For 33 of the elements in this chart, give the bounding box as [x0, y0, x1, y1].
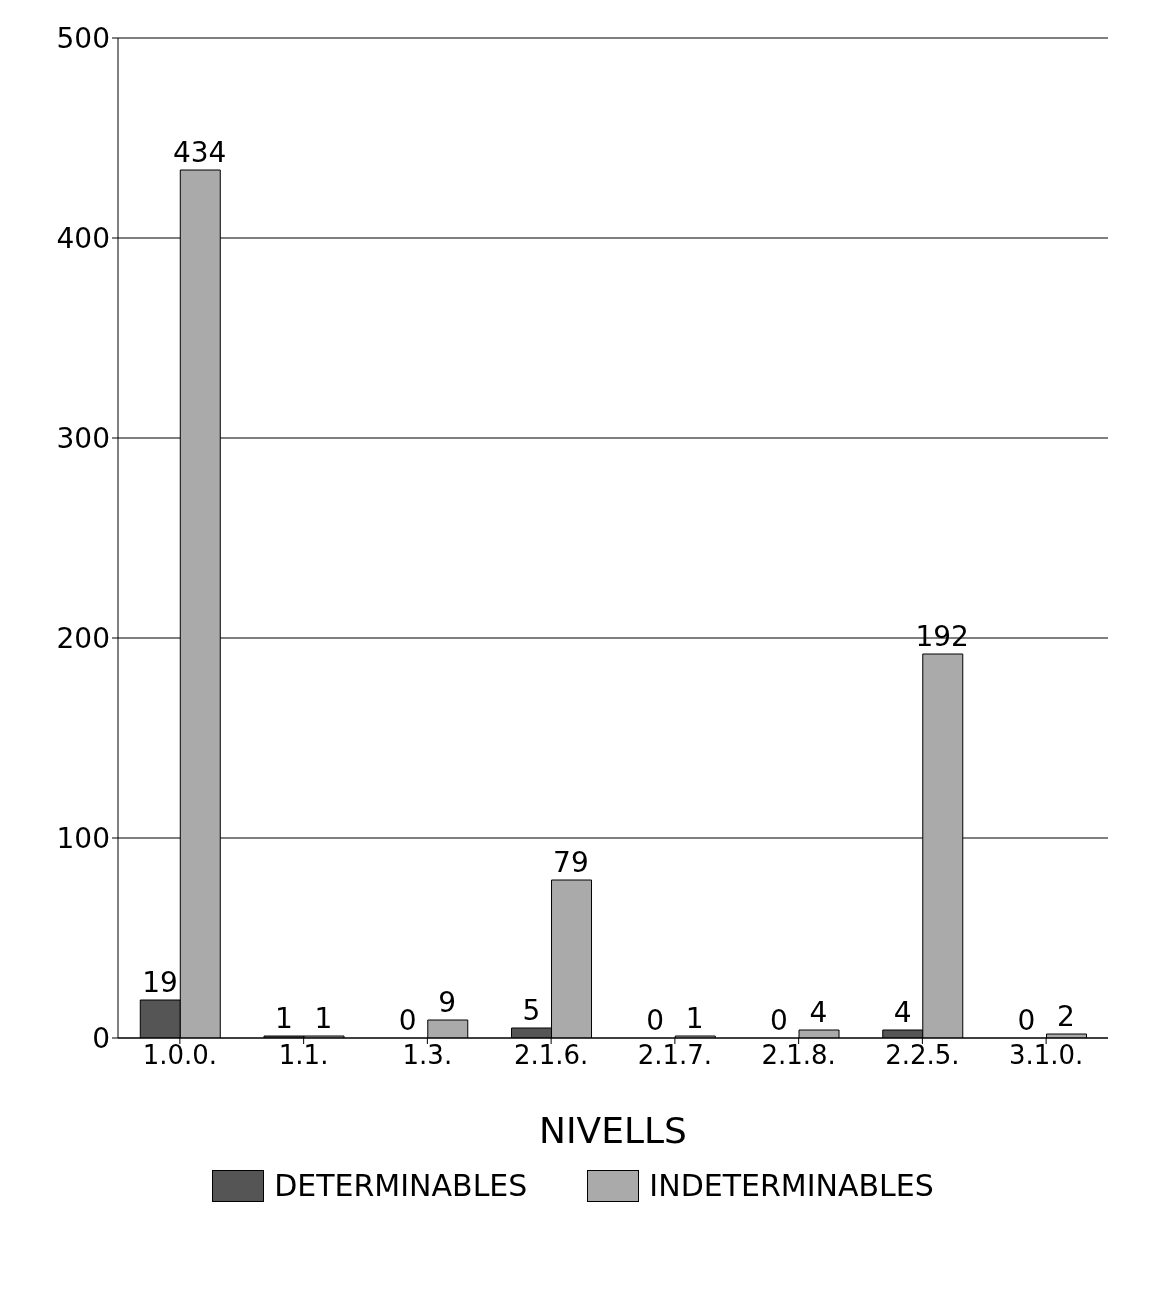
- x-tick-label: 3.1.0.: [1008, 1040, 1084, 1071]
- data-label: 2: [1057, 1000, 1075, 1033]
- data-label: 5: [522, 994, 541, 1027]
- y-tick-label: 100: [56, 821, 110, 855]
- data-label: 192: [915, 620, 969, 653]
- x-tick-label: 2.1.7.: [637, 1040, 713, 1071]
- data-label: 4: [809, 996, 828, 1029]
- x-tick-label: 1.3.: [402, 1040, 453, 1071]
- data-label: 0: [1017, 1004, 1036, 1037]
- data-label: 434: [172, 136, 227, 169]
- y-tick-label: 0: [92, 1021, 110, 1055]
- data-label: 79: [553, 846, 589, 879]
- x-axis-title: NIVELLS: [539, 1110, 687, 1151]
- x-tick-label: 2.1.6.: [513, 1040, 589, 1071]
- x-tick-label: 1.1.: [278, 1040, 329, 1071]
- y-tick-label: 500: [56, 21, 110, 55]
- data-label: 1: [274, 1002, 293, 1035]
- data-label: 0: [646, 1004, 664, 1037]
- data-label: 0: [398, 1004, 417, 1037]
- x-tick-label: 2.1.8.: [761, 1040, 836, 1071]
- legend-label: DETERMINABLES: [274, 1168, 528, 1203]
- data-label: 1: [685, 1002, 704, 1035]
- data-label: 0: [769, 1004, 788, 1037]
- data-label: 1: [314, 1002, 333, 1035]
- y-tick-label: 300: [56, 421, 110, 455]
- data-label: 19: [142, 966, 178, 999]
- y-tick-label: 400: [56, 221, 110, 255]
- data-label: 4: [893, 996, 912, 1029]
- x-tick-label: 2.2.5.: [885, 1040, 960, 1071]
- legend-label: INDETERMINABLES: [649, 1168, 934, 1203]
- x-tick-label: 1.0.0.: [142, 1040, 218, 1071]
- y-tick-label: 200: [56, 621, 110, 655]
- data-label: 9: [438, 986, 457, 1019]
